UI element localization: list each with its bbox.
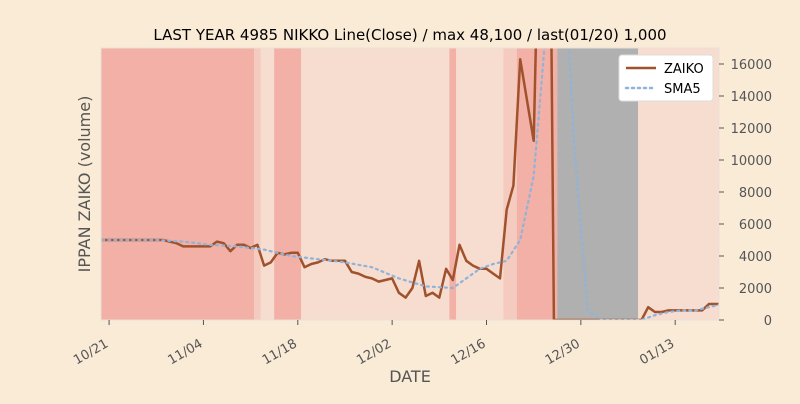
x-tick-label: 01/13 xyxy=(637,336,677,368)
x-axis-ticks: 10/21 11/04 11/18 12/02 12/16 12/30 01/13 xyxy=(71,320,677,368)
legend: ZAIKO SMA5 xyxy=(618,54,714,102)
y-axis-ticks: 0 2000 4000 6000 8000 10000 12000 14000 16000 xyxy=(719,58,772,329)
x-tick-label: 12/30 xyxy=(543,336,583,368)
y-tick-label: 4000 xyxy=(739,250,772,265)
x-tick-label: 12/02 xyxy=(354,336,394,368)
y-tick-label: 12000 xyxy=(731,122,772,137)
y-tick-label: 10000 xyxy=(731,154,772,169)
x-tick-label: 12/16 xyxy=(449,336,489,368)
shade-band-8 xyxy=(516,48,558,320)
y-tick-label: 2000 xyxy=(739,282,772,297)
shade-band-7 xyxy=(503,48,517,320)
y-tick-label: 8000 xyxy=(739,186,772,201)
shade-band-4 xyxy=(301,48,450,320)
series-lines xyxy=(101,48,719,320)
x-tick-label: 11/04 xyxy=(165,336,205,368)
shaded-bands xyxy=(101,48,719,320)
series-line-zaiko xyxy=(101,48,719,320)
series-line-sma5 xyxy=(101,48,719,320)
shade-band-0 xyxy=(101,48,254,320)
y-tick-label: 14000 xyxy=(731,90,772,105)
shade-band-3 xyxy=(274,48,302,320)
legend-zaiko-label: ZAIKO xyxy=(664,62,704,77)
shade-band-6 xyxy=(456,48,504,320)
x-tick-label: 11/18 xyxy=(260,336,300,368)
legend-box xyxy=(618,54,714,102)
shade-band-2 xyxy=(260,48,275,320)
y-tick-label: 0 xyxy=(764,314,772,329)
plot-frame xyxy=(100,47,720,321)
legend-sma5-label: SMA5 xyxy=(664,82,701,97)
chart-title: LAST YEAR 4985 NIKKO Line(Close) / max 4… xyxy=(153,26,666,44)
x-axis-label: DATE xyxy=(389,367,431,386)
y-tick-label: 6000 xyxy=(739,218,772,233)
shade-band-5 xyxy=(449,48,457,320)
y-axis-label: IPPAN ZAIKO (volume) xyxy=(75,96,94,273)
y-tick-label: 16000 xyxy=(731,58,772,73)
x-tick-label: 10/21 xyxy=(71,336,111,368)
shade-band-1 xyxy=(253,48,261,320)
